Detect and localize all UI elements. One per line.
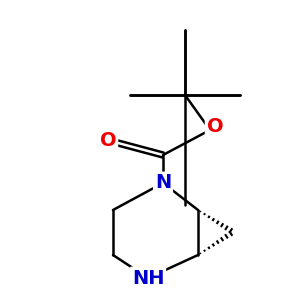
Text: O: O [207,118,223,136]
Text: O: O [100,130,116,149]
Text: N: N [155,173,171,193]
Text: N: N [155,173,171,193]
Text: O: O [100,130,116,149]
Text: NH: NH [132,268,164,287]
Text: NH: NH [132,268,164,287]
Text: O: O [207,118,223,136]
